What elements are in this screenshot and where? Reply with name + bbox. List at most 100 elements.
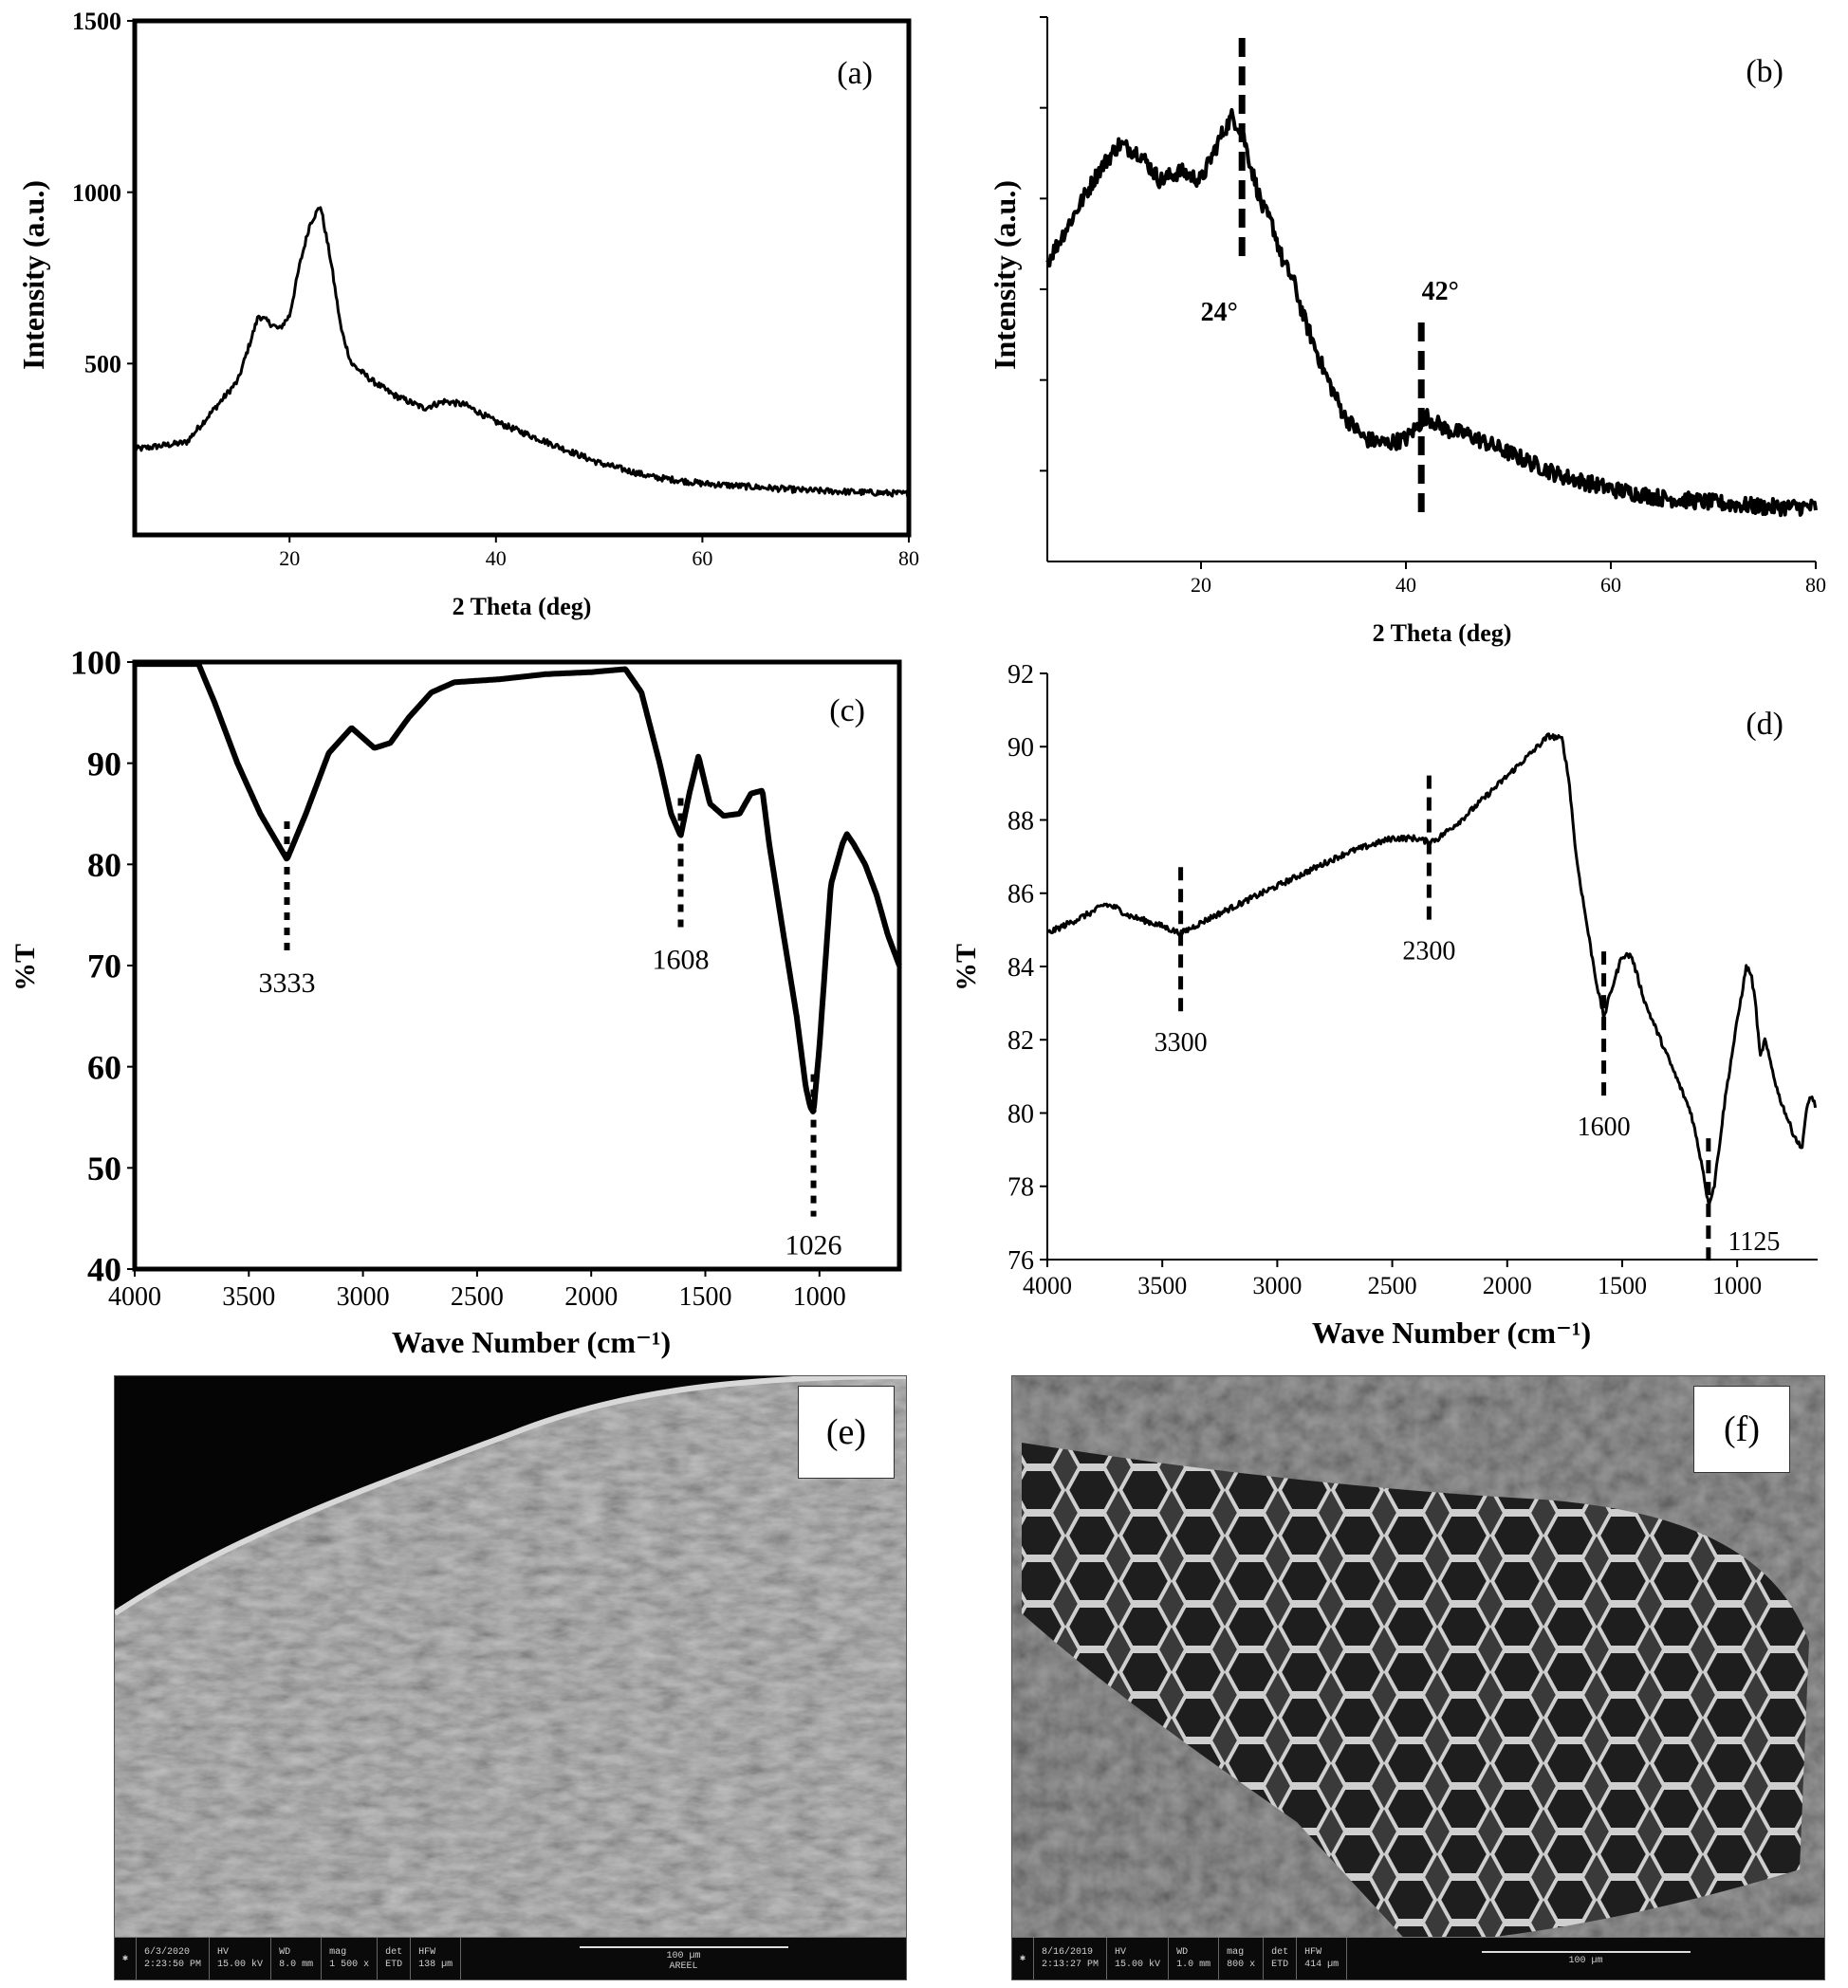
sem-info-hfw: HFW 138 µm xyxy=(411,1938,462,1979)
peak-annotations: 3300 2300 1600 1125 xyxy=(1155,775,1780,1262)
x-tick-label: 60 xyxy=(692,546,712,570)
x-tick-label: 80 xyxy=(898,546,919,570)
y-tick-label: 1500 xyxy=(72,8,121,35)
peak-label: 1026 xyxy=(785,1230,842,1261)
x-axis-label: Wave Number (cm⁻¹) xyxy=(1312,1316,1591,1350)
series-line-path xyxy=(133,661,902,1114)
plot-area: 4000 3500 3000 2500 2000 1500 1000 40 50 60 70 80 9… xyxy=(70,645,902,1312)
y-tick-label: 80 xyxy=(1007,1099,1034,1129)
x-tick-label: 2500 xyxy=(1368,1272,1417,1299)
peak-label: 1608 xyxy=(653,944,710,975)
y-ticks: 40 50 60 70 80 90 100 xyxy=(70,645,135,1289)
x-tick-label: 80 xyxy=(1805,573,1826,597)
xrd-chart-a: 20 40 60 80 500 1000 1500 (a) 2 Theta (deg) I… xyxy=(16,8,919,620)
plot-area: 4000 3500 3000 2500 2000 1500 1000 76 78 80 82 84 8… xyxy=(1007,660,1818,1299)
sem-logo-icon: ✱ xyxy=(1012,1938,1035,1979)
sem-scale-label: 100 µm xyxy=(666,1950,701,1961)
sem-image-f: (f) ✱ 8/16/2019 2:13:27 PM HV 15.00 kV W… xyxy=(1011,1375,1825,1980)
panel-label: (f) xyxy=(1693,1386,1790,1473)
peak-label: 2300 xyxy=(1402,937,1455,966)
panel-label: (c) xyxy=(829,693,865,728)
panel-label: (e) xyxy=(798,1386,895,1479)
plot-frame xyxy=(132,659,902,1272)
x-axis-label: Wave Number (cm⁻¹) xyxy=(392,1325,671,1359)
sem-info-hfw: HFW 414 µm xyxy=(1297,1938,1348,1979)
series-line xyxy=(1045,108,1818,518)
y-tick-label: 84 xyxy=(1007,953,1034,983)
y-tick-label: 78 xyxy=(1007,1173,1034,1203)
sem-info-mag: mag 1 500 x xyxy=(322,1938,379,1979)
x-tick-label: 4000 xyxy=(108,1282,161,1312)
y-tick-label: 92 xyxy=(1007,660,1034,690)
sem-scale-label: 100 µm xyxy=(1568,1956,1603,1966)
sem-logo-icon: ✱ xyxy=(115,1938,138,1979)
x-tick-label: 40 xyxy=(1395,573,1416,597)
x-tick-label: 60 xyxy=(1600,573,1621,597)
sem-info-mag: mag 800 x xyxy=(1219,1938,1265,1979)
ftir-chart-d: 4000 3500 3000 2500 2000 1500 1000 76 78 80 82 84 8… xyxy=(951,660,1818,1350)
x-axis-label: 2 Theta (deg) xyxy=(453,593,592,620)
y-tick-label: 80 xyxy=(87,846,121,884)
peak-label: 24° xyxy=(1201,298,1238,327)
x-ticks: 20 40 60 80 xyxy=(279,535,919,570)
panel-label: (b) xyxy=(1746,54,1783,89)
y-tick-label: 70 xyxy=(87,948,121,985)
sem-micrograph-f xyxy=(1012,1376,1824,1979)
sem-image-e: (e) ✱ 6/3/2020 2:23:50 PM HV 15.00 kV WD… xyxy=(114,1375,907,1980)
y-axis-label: %T xyxy=(9,944,41,991)
x-tick-label: 1500 xyxy=(1598,1272,1647,1299)
sem-info-date: 8/16/2019 2:13:27 PM xyxy=(1034,1938,1108,1979)
peak-label: 1125 xyxy=(1728,1227,1780,1257)
y-tick-label: 90 xyxy=(1007,733,1034,763)
peak-annotations: 3333 1608 1026 xyxy=(258,798,842,1261)
y-axis-label: Intensity (a.u.) xyxy=(988,180,1022,370)
y-tick-label: 500 xyxy=(84,350,121,377)
x-tick-label: 1500 xyxy=(678,1282,731,1312)
x-tick-label: 40 xyxy=(486,546,507,570)
x-ticks: 4000 3500 3000 2500 2000 1500 1000 xyxy=(1023,1260,1762,1299)
series-line xyxy=(133,206,910,499)
y-tick-label: 50 xyxy=(87,1150,121,1187)
x-tick-label: 2500 xyxy=(451,1282,504,1312)
y-tick-label: 76 xyxy=(1007,1246,1034,1276)
y-tick-label: 60 xyxy=(87,1048,121,1086)
sem-info-bar: ✱ 8/16/2019 2:13:27 PM HV 15.00 kV WD 1.… xyxy=(1012,1937,1824,1979)
sem-scale-bar: 100 µm xyxy=(1347,1951,1824,1966)
x-ticks: 4000 3500 3000 2500 2000 1500 1000 xyxy=(108,1269,846,1312)
sem-scale-bar: 100 µm AREEL xyxy=(461,1945,906,1972)
x-tick-label: 20 xyxy=(279,546,300,570)
peak-annotations: 24° 42° xyxy=(1201,38,1459,512)
y-tick-label: 1000 xyxy=(72,179,121,207)
y-tick-label: 86 xyxy=(1007,880,1034,910)
sem-micrograph-e xyxy=(115,1376,906,1979)
x-tick-label: 1000 xyxy=(793,1282,846,1312)
x-tick-label: 3500 xyxy=(222,1282,275,1312)
y-axis-label: Intensity (a.u.) xyxy=(16,180,50,370)
x-tick-label: 3000 xyxy=(337,1282,390,1312)
x-axis-label: 2 Theta (deg) xyxy=(1373,619,1512,647)
x-tick-label: 20 xyxy=(1191,573,1211,597)
panel-label: (d) xyxy=(1746,707,1783,742)
sem-info-hv: HV 15.00 kV xyxy=(1107,1938,1170,1979)
peak-label: 42° xyxy=(1422,277,1459,306)
xrd-chart-b: 20 40 60 80 24° 42° (b) 2 Theta (deg) Intens… xyxy=(988,16,1826,647)
sem-info-det: det ETD xyxy=(1264,1938,1298,1979)
y-ticks: 500 1000 1500 xyxy=(72,8,135,377)
x-tick-label: 1000 xyxy=(1712,1272,1762,1299)
sem-info-det: det ETD xyxy=(378,1938,412,1979)
y-ticks: 76 78 80 82 84 86 88 90 92 xyxy=(1007,660,1047,1276)
series-line-path xyxy=(1045,108,1818,518)
sem-footer-text: AREEL xyxy=(669,1960,698,1972)
ftir-chart-c: 4000 3500 3000 2500 2000 1500 1000 40 50 60 70 80 9… xyxy=(9,645,902,1359)
plot-area: 20 40 60 80 24° 42° xyxy=(1040,16,1826,597)
sem-info-bar: ✱ 6/3/2020 2:23:50 PM HV 15.00 kV WD 8.0… xyxy=(115,1937,906,1979)
sem-info-wd: WD 8.0 mm xyxy=(271,1938,323,1979)
y-tick-label: 90 xyxy=(87,745,121,782)
sem-info-date: 6/3/2020 2:23:50 PM xyxy=(137,1938,211,1979)
y-ticks xyxy=(1040,16,1047,472)
x-tick-label: 2000 xyxy=(564,1282,618,1312)
y-tick-label: 100 xyxy=(70,645,121,682)
peak-label: 1600 xyxy=(1578,1113,1631,1142)
x-tick-label: 3000 xyxy=(1252,1272,1302,1299)
x-tick-label: 3500 xyxy=(1137,1272,1187,1299)
